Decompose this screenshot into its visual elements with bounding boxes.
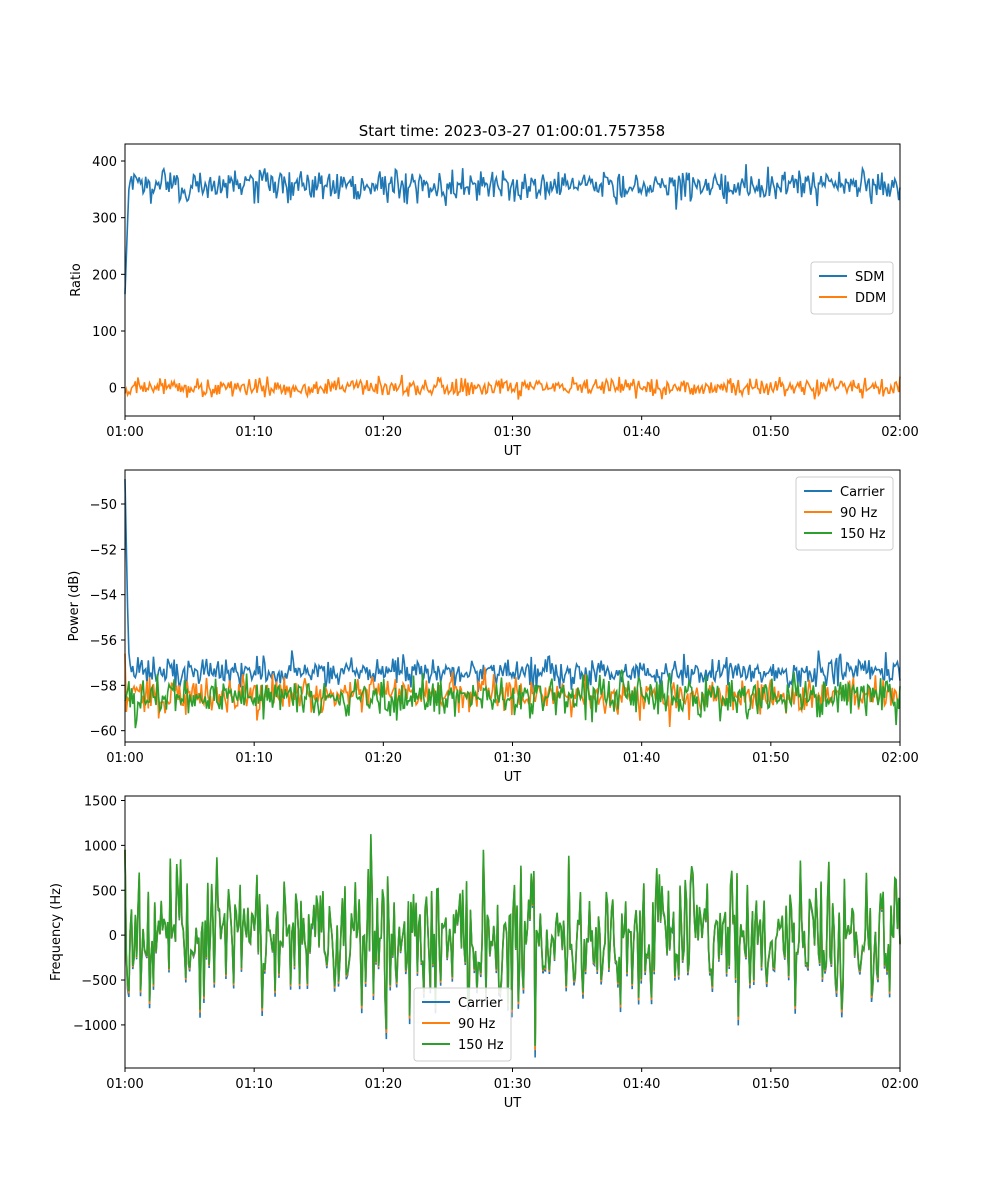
y-tick-label: 500: [92, 884, 117, 899]
x-tick-label: 01:10: [235, 1077, 272, 1092]
x-axis-label: UT: [504, 1096, 522, 1111]
x-tick-label: 01:40: [623, 425, 660, 440]
x-tick-label: 01:40: [623, 751, 660, 766]
x-tick-label: 01:10: [235, 751, 272, 766]
y-tick-label: 200: [92, 268, 117, 283]
x-tick-label: 01:30: [494, 425, 531, 440]
x-tick-label: 02:00: [881, 751, 918, 766]
x-axis-label: UT: [504, 770, 522, 785]
y-tick-label: −58: [90, 679, 117, 694]
y-axis-label: Frequency (Hz): [49, 883, 64, 981]
x-tick-label: 01:20: [365, 1077, 402, 1092]
y-tick-label: −60: [90, 725, 117, 740]
legend: Carrier 90 Hz 150 Hz: [413, 987, 512, 1062]
legend-label: 90 Hz: [458, 1017, 495, 1032]
x-tick-label: 01:50: [752, 1077, 789, 1092]
y-tick-label: 0: [109, 382, 117, 397]
panel-2: 01:00 01:10 01:20 01:30 01:40 01:50 02:00 −60 −5…: [67, 469, 919, 785]
x-tick-label: 01:40: [623, 1077, 660, 1092]
series-line-sdm: [124, 164, 901, 295]
panel-1: 01:00 01:10 01:20 01:30 01:40 01:50 02:00 0 100 2…: [69, 143, 919, 459]
x-tick-label: 01:00: [106, 425, 143, 440]
y-tick-label: −52: [90, 543, 117, 558]
legend-box: [413, 987, 512, 1062]
legend-label: DDM: [855, 291, 886, 306]
legend-label: Carrier: [840, 485, 885, 500]
x-tick-label: 02:00: [881, 1077, 918, 1092]
figure-title: Start time: 2023-03-27 01:00:01.757358: [359, 122, 665, 140]
legend: SDM DDM: [810, 261, 894, 315]
panels: 01:00 01:10 01:20 01:30 01:40 01:50 02:00 0 100 2…: [49, 143, 919, 1111]
y-tick-label: 0: [109, 929, 117, 944]
legend-label: Carrier: [458, 996, 503, 1011]
x-tick-label: 01:30: [494, 751, 531, 766]
legend-label: 150 Hz: [458, 1038, 504, 1053]
x-tick-label: 01:20: [365, 425, 402, 440]
y-axis-label: Ratio: [69, 263, 84, 296]
y-tick-label: −54: [90, 589, 117, 604]
series-line-ddm: [124, 374, 901, 400]
x-tick-label: 01:20: [365, 751, 402, 766]
y-tick-label: −1000: [73, 1019, 117, 1034]
x-tick-label: 01:50: [752, 425, 789, 440]
y-axis-label: Power (dB): [67, 571, 82, 642]
legend: Carrier 90 Hz 150 Hz: [795, 476, 894, 551]
x-tick-label: 01:00: [106, 1077, 143, 1092]
legend-label: SDM: [855, 270, 884, 285]
x-axis-label: UT: [504, 444, 522, 459]
series-line-carrier: [124, 479, 901, 695]
x-tick-label: 01:30: [494, 1077, 531, 1092]
y-tick-label: 400: [92, 155, 117, 170]
legend-label: 90 Hz: [840, 506, 877, 521]
x-tick-label: 02:00: [881, 425, 918, 440]
series-line-150-hz: [124, 669, 901, 729]
y-tick-label: −56: [90, 634, 117, 649]
x-tick-label: 01:00: [106, 751, 143, 766]
x-tick-label: 01:10: [235, 425, 272, 440]
y-tick-label: −50: [90, 498, 117, 513]
series-line-150-hz: [124, 834, 901, 1046]
y-tick-label: 1000: [84, 839, 117, 854]
y-tick-label: 1500: [84, 794, 117, 809]
y-tick-label: 100: [92, 325, 117, 340]
legend-label: 150 Hz: [840, 527, 886, 542]
legend-box: [795, 476, 894, 551]
y-tick-label: 300: [92, 212, 117, 227]
panel-3: 01:00 01:10 01:20 01:30 01:40 01:50 02:00 −1000…: [49, 794, 919, 1111]
y-tick-label: −500: [81, 974, 117, 989]
x-tick-label: 01:50: [752, 751, 789, 766]
